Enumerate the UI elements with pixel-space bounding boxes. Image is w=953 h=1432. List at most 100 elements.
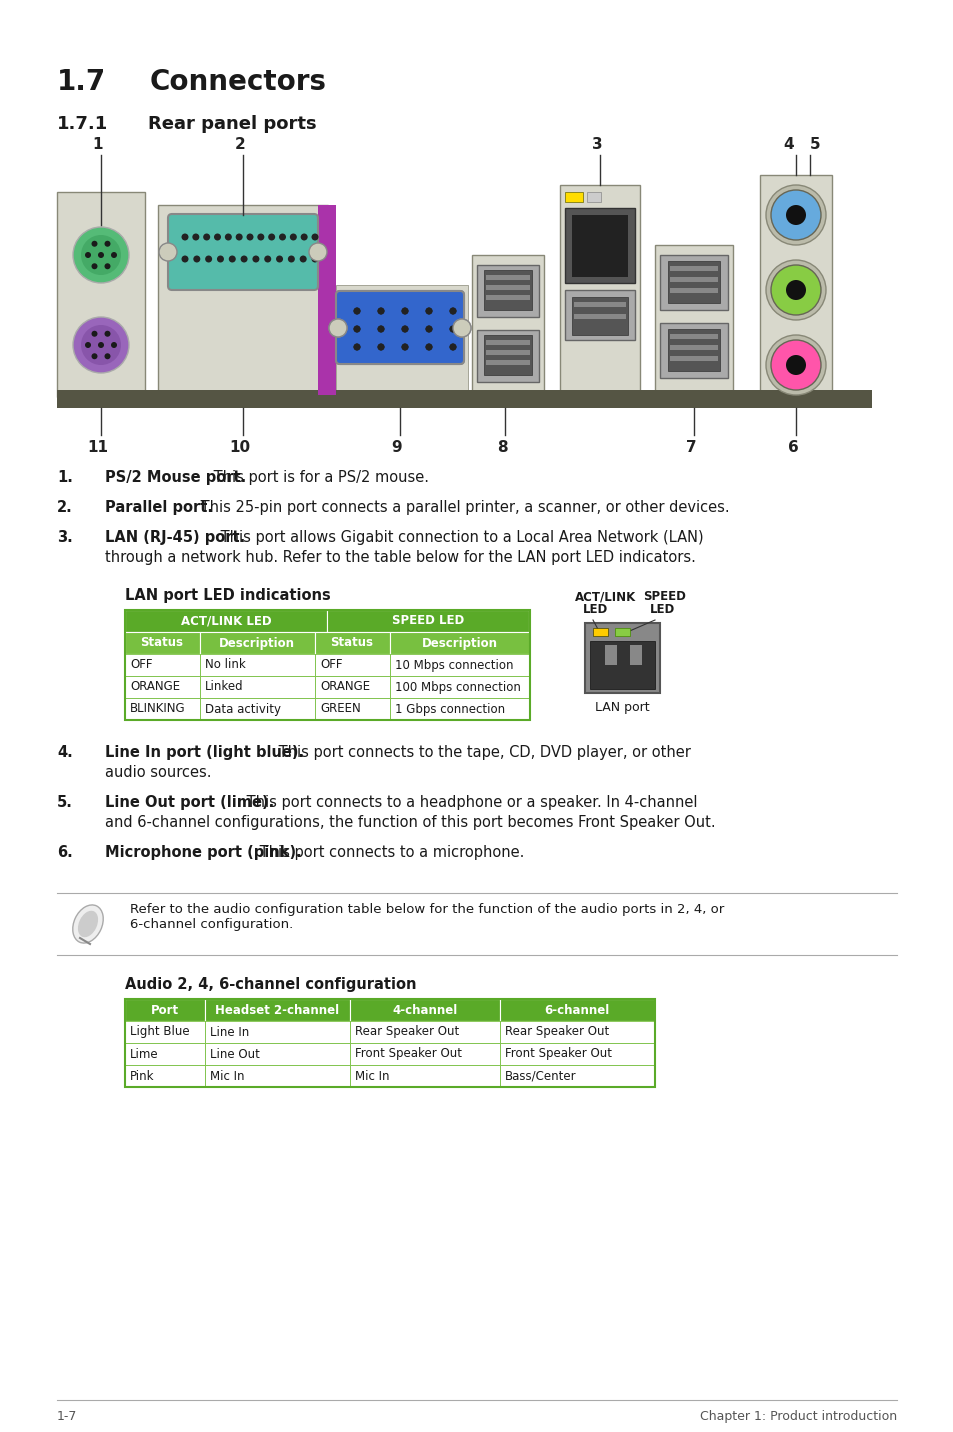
Bar [57, 390, 871, 408]
Text: Rear Speaker Out: Rear Speaker Out [504, 1025, 609, 1038]
Circle shape [91, 331, 97, 337]
Circle shape [193, 255, 200, 262]
Text: audio sources.: audio sources. [105, 765, 212, 780]
Bar [125, 1000, 655, 1087]
Circle shape [81, 325, 121, 365]
Text: 6.: 6. [57, 845, 72, 861]
Circle shape [425, 344, 432, 351]
Bar [314, 632, 390, 654]
Circle shape [449, 325, 456, 332]
Text: Front Speaker Out: Front Speaker Out [355, 1047, 461, 1061]
Circle shape [377, 344, 384, 351]
Circle shape [193, 233, 199, 241]
Bar [669, 334, 718, 339]
Text: ORANGE: ORANGE [319, 680, 370, 693]
Circle shape [770, 339, 821, 390]
Circle shape [765, 335, 825, 395]
Bar [125, 632, 200, 654]
Text: through a network hub. Refer to the table below for the LAN port LED indicators.: through a network hub. Refer to the tabl… [105, 550, 695, 566]
Circle shape [235, 233, 242, 241]
Bar [125, 1000, 205, 1021]
Text: Status: Status [330, 636, 374, 650]
Bar [158, 205, 328, 395]
Bar [125, 654, 200, 676]
Bar [483, 335, 532, 375]
Bar [499, 1021, 655, 1042]
Text: LED: LED [649, 603, 675, 616]
Text: OFF: OFF [319, 659, 342, 672]
Text: Data activity: Data activity [205, 703, 281, 716]
Circle shape [449, 325, 456, 332]
Circle shape [401, 325, 408, 332]
Circle shape [91, 354, 97, 359]
Circle shape [425, 344, 432, 351]
Text: 2.: 2. [57, 500, 72, 516]
Circle shape [278, 233, 286, 241]
Text: 10 Mbps connection: 10 Mbps connection [395, 659, 513, 672]
Bar [483, 271, 532, 309]
Circle shape [257, 233, 264, 241]
Circle shape [765, 261, 825, 319]
Ellipse shape [78, 911, 98, 938]
Circle shape [105, 354, 111, 359]
Text: 1.7: 1.7 [57, 67, 106, 96]
Circle shape [449, 308, 456, 315]
Bar [564, 208, 635, 284]
Circle shape [453, 319, 471, 337]
Bar [499, 1042, 655, 1065]
Text: PS/2 Mouse port.: PS/2 Mouse port. [105, 470, 246, 485]
Circle shape [98, 342, 104, 348]
Circle shape [377, 325, 384, 332]
Text: 3: 3 [591, 137, 601, 152]
Text: Front Speaker Out: Front Speaker Out [504, 1047, 612, 1061]
Bar [485, 275, 530, 281]
Circle shape [354, 344, 360, 351]
Circle shape [253, 255, 259, 262]
Circle shape [268, 233, 274, 241]
Text: LAN (RJ-45) port.: LAN (RJ-45) port. [105, 530, 245, 546]
Text: 6: 6 [787, 440, 798, 455]
Bar [485, 285, 530, 291]
Text: Light Blue: Light Blue [130, 1025, 190, 1038]
Text: 8: 8 [497, 440, 507, 455]
Circle shape [770, 190, 821, 241]
Circle shape [785, 205, 805, 225]
Bar [57, 192, 145, 397]
Text: 6-channel: 6-channel [544, 1004, 609, 1017]
Text: This port connects to the tape, CD, DVD player, or other: This port connects to the tape, CD, DVD … [274, 745, 690, 760]
Circle shape [275, 255, 283, 262]
Circle shape [453, 319, 471, 337]
Circle shape [785, 281, 805, 299]
Circle shape [105, 263, 111, 269]
Circle shape [449, 344, 456, 351]
Bar [125, 1065, 205, 1087]
Text: Linked: Linked [205, 680, 243, 693]
Text: Chapter 1: Product introduction: Chapter 1: Product introduction [700, 1411, 896, 1423]
Bar [350, 1000, 499, 1021]
Bar [499, 1065, 655, 1087]
Bar [559, 185, 639, 395]
Circle shape [354, 308, 360, 315]
Bar [125, 1042, 205, 1065]
Text: 1.7.1: 1.7.1 [57, 115, 108, 133]
Bar [205, 1021, 350, 1042]
Bar [200, 676, 314, 697]
Circle shape [312, 255, 318, 262]
Text: Line Out: Line Out [210, 1047, 259, 1061]
Text: Rear panel ports: Rear panel ports [148, 115, 316, 133]
Circle shape [354, 308, 360, 315]
Circle shape [264, 255, 271, 262]
Circle shape [216, 255, 224, 262]
Bar [205, 1042, 350, 1065]
Text: OFF: OFF [130, 659, 152, 672]
Bar [659, 255, 727, 309]
Text: Description: Description [421, 636, 497, 650]
Bar [572, 296, 627, 335]
Bar [314, 654, 390, 676]
Text: ACT/LINK: ACT/LINK [575, 590, 636, 603]
Bar [760, 175, 831, 395]
Text: Status: Status [140, 636, 183, 650]
Bar [205, 1000, 350, 1021]
Bar [667, 261, 720, 304]
Text: No link: No link [205, 659, 246, 672]
